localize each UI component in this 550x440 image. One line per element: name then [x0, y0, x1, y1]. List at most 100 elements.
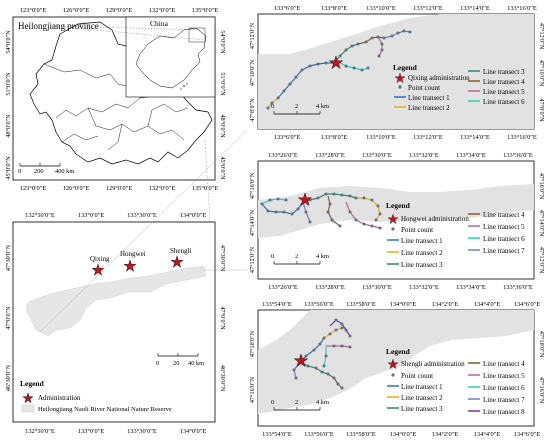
panel-shengli-lat-right: 47°18′0″N 47°16′0″N: [538, 331, 545, 404]
svg-text:Hongwei administration: Hongwei administration: [401, 215, 469, 223]
svg-text:Line transect 6: Line transect 6: [483, 384, 525, 392]
svg-text:47°12′0″N: 47°12′0″N: [249, 22, 256, 49]
svg-text:126°0′0″E: 126°0′0″E: [63, 185, 90, 192]
shengli-line-transect-5: [326, 345, 351, 348]
panel-qixing-lon-top: 133°6′0″E 133°8′0″E 133°10′0″E 133°12′0″…: [274, 5, 537, 12]
panel-hongwei-scale-4: 4 km: [316, 253, 329, 260]
svg-text:134°0′0″E: 134°0′0″E: [180, 212, 207, 219]
svg-text:47°18′0″N: 47°18′0″N: [249, 330, 256, 357]
svg-text:Line transect 6: Line transect 6: [483, 235, 525, 243]
shengli-star: [170, 255, 184, 268]
svg-text:Line transect 2: Line transect 2: [401, 249, 443, 257]
overview-lon-ticks-bottom: 123°0′0″E 126°0′0″E 129°0′0″E 132°0′0″E …: [20, 185, 219, 192]
svg-text:123°0′0″E: 123°0′0″E: [20, 185, 47, 192]
panel-qixing: 133°6′0″E 133°8′0″E 133°10′0″E 133°12′0″…: [249, 5, 545, 141]
reserve-area: [25, 265, 207, 337]
svg-text:133°14′0″E: 133°14′0″E: [460, 5, 490, 12]
qixing-administration-star: [328, 55, 344, 70]
panel-qixing-lat-left: 47°12′0″N 47°10′0″N 47°8′0″N: [249, 22, 256, 121]
svg-text:Point count: Point count: [401, 226, 433, 234]
svg-text:133°16′0″E: 133°16′0″E: [507, 134, 537, 141]
svg-text:47°30′0″N: 47°30′0″N: [5, 244, 12, 271]
svg-text:47°10′0″N: 47°10′0″N: [249, 59, 256, 86]
svg-text:134°0′0″E: 134°0′0″E: [180, 428, 207, 435]
overview-lat-ticks-right: 54°0′0″N 51°0′0″N 48°0′0″N 45°0′0″N: [219, 30, 226, 180]
svg-text:47°14′0″N: 47°14′0″N: [538, 210, 545, 237]
svg-text:Line transect 3: Line transect 3: [401, 405, 443, 413]
svg-text:48°0′0″N: 48°0′0″N: [219, 114, 226, 138]
panel-qixing-lat-right: 47°12′0″N 47°10′0″N 47°8′0″N: [538, 23, 545, 122]
panel-qixing-point-counts: [266, 29, 412, 110]
overview-to-region-leader: [204, 139, 211, 223]
svg-text:54°0′0″N: 54°0′0″N: [5, 30, 12, 54]
svg-text:133°56′0″E: 133°56′0″E: [304, 431, 334, 438]
prefecture-boundaries: [43, 63, 189, 151]
shengli-line-transect-4: [327, 373, 343, 389]
legend-reserve-icon: [21, 404, 35, 413]
svg-text:133°12′0″E: 133°12′0″E: [413, 5, 443, 12]
svg-text:Line transect 1: Line transect 1: [401, 237, 443, 245]
qixing-line-transect-5: [377, 36, 383, 57]
svg-text:Line transect 7: Line transect 7: [483, 396, 525, 404]
svg-text:134°2′0″E: 134°2′0″E: [432, 301, 459, 308]
svg-text:47°12′0″N: 47°12′0″N: [249, 246, 256, 273]
panel-shengli-lon-bottom: 133°54′0″E 133°56′0″E 133°58′0″E 134°0′0…: [262, 431, 540, 438]
svg-text:133°58′0″E: 133°58′0″E: [346, 301, 376, 308]
panel-qixing-legend: Qixing administration Point count Line t…: [394, 68, 525, 112]
svg-text:Line transect 3: Line transect 3: [401, 261, 443, 269]
svg-text:133°58′0″E: 133°58′0″E: [346, 431, 376, 438]
svg-text:132°0′0″E: 132°0′0″E: [149, 185, 176, 192]
svg-text:133°8′0″E: 133°8′0″E: [321, 5, 348, 12]
region-legend-title: Legend: [20, 379, 45, 388]
overview-scale-0: 0: [18, 168, 21, 175]
svg-text:133°30′0″E: 133°30′0″E: [127, 212, 157, 219]
svg-text:123°0′0″E: 123°0′0″E: [20, 7, 47, 14]
svg-text:47°16′0″N: 47°16′0″N: [538, 173, 545, 200]
region-leader-qixing: [39, 129, 248, 333]
svg-text:134°2′0″E: 134°2′0″E: [432, 431, 459, 438]
svg-text:133°12′0″E: 133°12′0″E: [413, 134, 443, 141]
hongwei-star: [123, 259, 137, 272]
svg-text:133°30′0″E: 133°30′0″E: [127, 428, 157, 435]
svg-text:45°0′0″N: 45°0′0″N: [5, 156, 12, 180]
svg-text:Shengli administration: Shengli administration: [401, 360, 465, 368]
panel-shengli-point-counts: [292, 318, 352, 390]
svg-text:47°16′0″N: 47°16′0″N: [538, 377, 545, 404]
region-scale-20: 20: [173, 360, 179, 367]
panel-hongwei-lat-right: 47°16′0″N 47°14′0″N 47°12′0″N: [538, 173, 545, 274]
svg-text:47°12′0″N: 47°12′0″N: [538, 247, 545, 274]
svg-text:133°10′0″E: 133°10′0″E: [366, 134, 396, 141]
svg-text:133°26′0″E: 133°26′0″E: [268, 284, 298, 291]
svg-text:134°0′0″E: 134°0′0″E: [390, 301, 417, 308]
svg-text:132°30′0″E: 132°30′0″E: [25, 212, 55, 219]
panel-qixing-scale-0: 0: [271, 103, 274, 110]
overview-lat-ticks-left: 54°0′0″N 51°0′0″N 48°0′0″N 45°0′0″N: [5, 30, 12, 180]
svg-text:47°8′0″N: 47°8′0″N: [249, 98, 256, 122]
panel-shengli-lon-top: 133°54′0″E 133°56′0″E 133°58′0″E 134°0′0…: [262, 301, 540, 308]
svg-text:134°6′0″E: 134°6′0″E: [514, 301, 541, 308]
svg-text:Point count: Point count: [408, 84, 440, 92]
svg-text:134°6′0″E: 134°6′0″E: [514, 431, 541, 438]
overview-scale-400: 400 km: [55, 168, 74, 175]
svg-text:133°16′0″E: 133°16′0″E: [507, 5, 537, 12]
region-scale-0: 0: [156, 360, 159, 367]
svg-text:132°30′0″E: 132°30′0″E: [25, 428, 55, 435]
svg-text:Line transect 5: Line transect 5: [483, 372, 525, 380]
panel-qixing-scale-2: 2: [295, 103, 298, 110]
legend-administration-label: Administration: [38, 394, 81, 402]
svg-text:45°0′0″N: 45°0′0″N: [219, 156, 226, 180]
svg-text:133°32′0″E: 133°32′0″E: [409, 284, 439, 291]
svg-text:47°18′0″N: 47°18′0″N: [538, 331, 545, 358]
region-map: Qixing Hongwei Shengli 0 20 40 km Legend…: [5, 129, 248, 435]
svg-text:51°0′0″N: 51°0′0″N: [219, 72, 226, 96]
qixing-star: [91, 263, 105, 276]
china-inset-highlight: [188, 27, 206, 43]
panel-shengli-scale-2: 2: [295, 399, 298, 406]
svg-text:47°16′0″N: 47°16′0″N: [249, 172, 256, 199]
panel-hongwei-legend: Hongwei administration Point count Line …: [387, 211, 525, 269]
site-label-hongwei: Hongwei: [120, 250, 146, 258]
panel-qixing-lon-bottom: 133°6′0″E 133°8′0″E 133°10′0″E 133°12′0″…: [274, 134, 537, 141]
svg-text:48°0′0″N: 48°0′0″N: [5, 114, 12, 138]
svg-text:133°34′0″E: 133°34′0″E: [456, 152, 486, 159]
shengli-administration-star: [293, 353, 309, 368]
